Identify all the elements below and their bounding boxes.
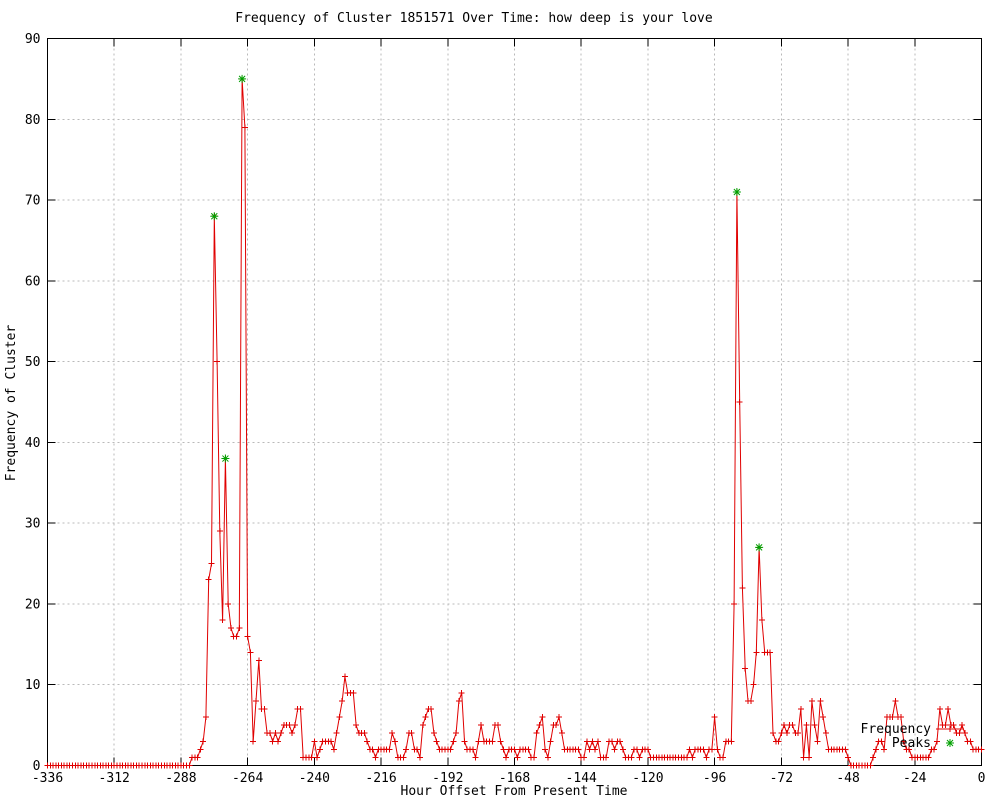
x-axis-label: Hour Offset From Present Time (400, 784, 628, 799)
svg-text:-168: -168 (499, 771, 530, 786)
svg-text:-312: -312 (99, 771, 130, 786)
svg-text:-144: -144 (566, 771, 597, 786)
svg-text:-96: -96 (703, 771, 726, 786)
peaks-marker-sample-icon (946, 739, 954, 747)
svg-text:-192: -192 (432, 771, 463, 786)
legend: Frequency Peaks (860, 721, 964, 751)
svg-text:60: 60 (25, 274, 41, 289)
legend-item-frequency: Frequency (860, 721, 964, 737)
svg-text:30: 30 (25, 517, 41, 532)
svg-text:-288: -288 (165, 771, 196, 786)
svg-text:40: 40 (25, 436, 41, 451)
svg-text:-336: -336 (32, 771, 63, 786)
legend-label-peaks: Peaks (891, 735, 931, 751)
svg-text:10: 10 (25, 678, 41, 693)
y-axis-label: Frequency of Cluster (4, 324, 19, 482)
svg-text:-72: -72 (770, 771, 793, 786)
svg-text:90: 90 (25, 32, 41, 47)
svg-text:50: 50 (25, 355, 41, 370)
svg-text:-240: -240 (299, 771, 330, 786)
svg-text:0: 0 (978, 771, 986, 786)
svg-text:-120: -120 (632, 771, 663, 786)
svg-text:0: 0 (33, 759, 41, 774)
svg-text:-264: -264 (232, 771, 263, 786)
chart-title: Frequency of Cluster 1851571 Over Time: … (235, 11, 713, 26)
svg-text:20: 20 (25, 597, 41, 612)
svg-text:80: 80 (25, 113, 41, 128)
svg-text:-216: -216 (365, 771, 396, 786)
frequency-line-sample-icon (936, 726, 964, 732)
legend-label-frequency: Frequency (860, 721, 931, 737)
svg-text:-48: -48 (836, 771, 859, 786)
legend-item-peaks: Peaks (861, 735, 964, 751)
svg-text:70: 70 (25, 194, 41, 209)
svg-text:-24: -24 (903, 771, 927, 786)
